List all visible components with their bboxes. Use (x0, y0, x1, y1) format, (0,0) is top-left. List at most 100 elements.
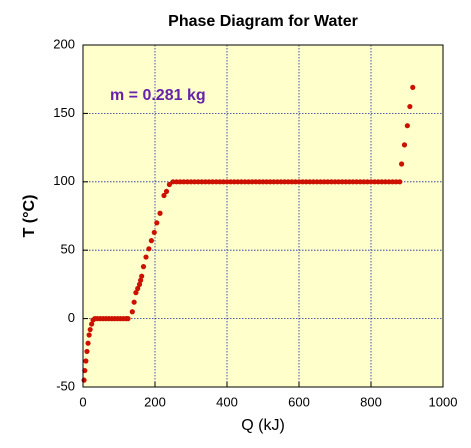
x-tick-label: 400 (216, 394, 238, 409)
data-point (89, 321, 95, 327)
data-point (246, 179, 252, 185)
data-point (163, 188, 170, 194)
data-point (139, 273, 145, 279)
data-point (157, 210, 163, 216)
data-point (375, 179, 381, 185)
data-point (357, 179, 363, 185)
data-point (166, 181, 172, 188)
data-point (231, 179, 237, 185)
data-point (83, 358, 89, 364)
data-point (220, 179, 226, 185)
data-point (195, 179, 201, 185)
data-point (328, 179, 334, 185)
y-tick-label: 50 (61, 242, 75, 257)
data-point (339, 179, 345, 185)
data-point (129, 309, 135, 315)
data-point (217, 179, 223, 185)
data-point (199, 179, 205, 185)
annotation: m = 0.281 kg (110, 87, 206, 104)
data-point (151, 229, 157, 236)
data-point (161, 192, 167, 199)
data-point (372, 179, 378, 185)
data-point (397, 179, 403, 185)
data-point (393, 179, 399, 185)
data-point (278, 179, 284, 185)
data-point (354, 179, 360, 185)
data-point (264, 179, 270, 185)
data-point (336, 179, 342, 185)
data-point (282, 179, 288, 185)
x-tick-label: 800 (360, 394, 382, 409)
y-axis-label: T (°C) (21, 195, 38, 238)
data-point (84, 348, 90, 355)
data-point (249, 179, 255, 185)
data-point (296, 179, 302, 185)
data-point (390, 179, 396, 185)
y-tick-label: 150 (53, 105, 75, 120)
data-point (285, 179, 291, 185)
data-point (210, 179, 216, 185)
data-point (325, 179, 331, 185)
data-point (318, 179, 324, 185)
data-point (136, 281, 143, 287)
x-tick-label: 200 (144, 394, 166, 409)
data-point (238, 179, 244, 185)
x-tick-label: 600 (288, 394, 310, 409)
y-tick-label: 100 (53, 173, 75, 188)
data-point (271, 179, 277, 185)
data-point (256, 179, 262, 185)
data-point (350, 179, 356, 185)
data-point (401, 142, 408, 148)
y-tick-label: 0 (68, 310, 75, 325)
data-point (174, 179, 180, 185)
data-point (184, 179, 190, 185)
data-point (143, 254, 149, 260)
data-point (135, 285, 141, 292)
data-point (289, 179, 295, 185)
data-point (314, 179, 320, 185)
data-point (300, 179, 306, 185)
data-point (407, 103, 413, 110)
data-point (399, 161, 405, 167)
data-point (267, 179, 273, 185)
data-point (321, 179, 327, 185)
data-point (242, 179, 248, 185)
x-axis-label: Q (kJ) (241, 417, 285, 434)
data-point (206, 179, 212, 185)
data-point (154, 220, 160, 226)
data-point (332, 179, 338, 185)
data-point (81, 377, 87, 383)
data-point (170, 179, 176, 185)
plot-area (83, 45, 443, 387)
data-point (260, 179, 266, 185)
data-point (138, 277, 144, 283)
data-point (386, 179, 392, 185)
x-tick-label: 1000 (429, 394, 458, 409)
data-point (274, 179, 280, 185)
data-point (228, 179, 234, 185)
data-point (202, 179, 208, 185)
chart-title: Phase Diagram for Water (168, 13, 358, 30)
data-point (292, 179, 298, 185)
data-point (343, 179, 349, 185)
data-point (148, 238, 154, 244)
data-point (133, 290, 139, 296)
data-point (213, 179, 219, 185)
data-point (188, 179, 194, 185)
plot-frame (82, 44, 444, 388)
data-point (368, 179, 374, 185)
data-point (303, 179, 309, 185)
data-point (361, 179, 367, 185)
data-point (131, 299, 137, 305)
data-point (85, 340, 91, 346)
data-point (404, 123, 410, 129)
data-point (410, 84, 416, 91)
data-point (235, 179, 241, 185)
data-point (146, 246, 152, 252)
data-point (125, 316, 131, 322)
data-point (379, 179, 385, 185)
data-point (192, 179, 198, 185)
data-point (310, 179, 316, 185)
data-point (87, 326, 93, 333)
data-point (307, 179, 313, 185)
